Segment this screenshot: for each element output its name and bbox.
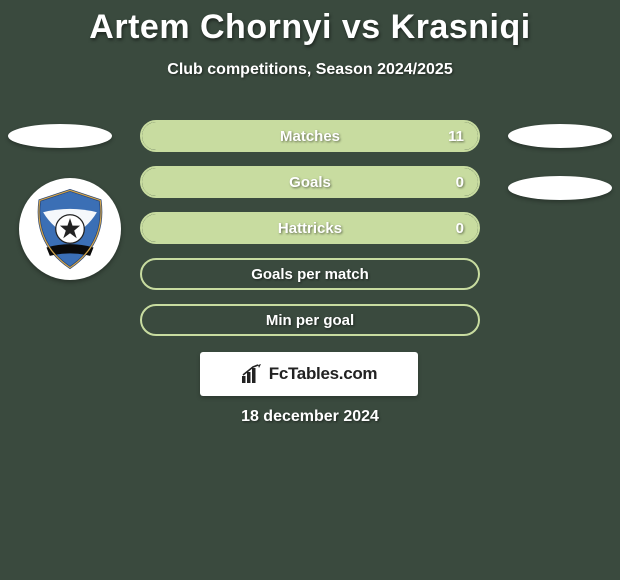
brand-watermark: FcTables.com [200, 352, 418, 396]
player-photo-left [8, 124, 112, 148]
stat-label: Matches [280, 128, 340, 145]
stat-bar-matches: Matches 11 [140, 120, 480, 152]
stat-label: Hattricks [278, 220, 342, 237]
bar-chart-icon [241, 364, 263, 384]
comparison-title: Artem Chornyi vs Krasniqi [0, 0, 620, 47]
stat-value: 11 [448, 128, 464, 145]
team-badge-right [508, 176, 612, 200]
stat-bar-hattricks: Hattricks 0 [140, 212, 480, 244]
brand-text: FcTables.com [269, 364, 378, 384]
club-crest-icon [28, 187, 112, 271]
stat-value: 0 [456, 174, 464, 191]
stat-bar-goals: Goals 0 [140, 166, 480, 198]
stat-label: Min per goal [266, 312, 354, 329]
season-subtitle: Club competitions, Season 2024/2025 [0, 61, 620, 79]
stat-value: 0 [456, 220, 464, 237]
snapshot-date: 18 december 2024 [0, 408, 620, 426]
stat-label: Goals [289, 174, 331, 191]
stat-bars: Matches 11 Goals 0 Hattricks 0 Goals per… [140, 120, 480, 350]
player-photo-right [508, 124, 612, 148]
team-badge-left [19, 178, 121, 280]
stat-label: Goals per match [251, 266, 369, 283]
stat-bar-min-per-goal: Min per goal [140, 304, 480, 336]
stat-bar-goals-per-match: Goals per match [140, 258, 480, 290]
